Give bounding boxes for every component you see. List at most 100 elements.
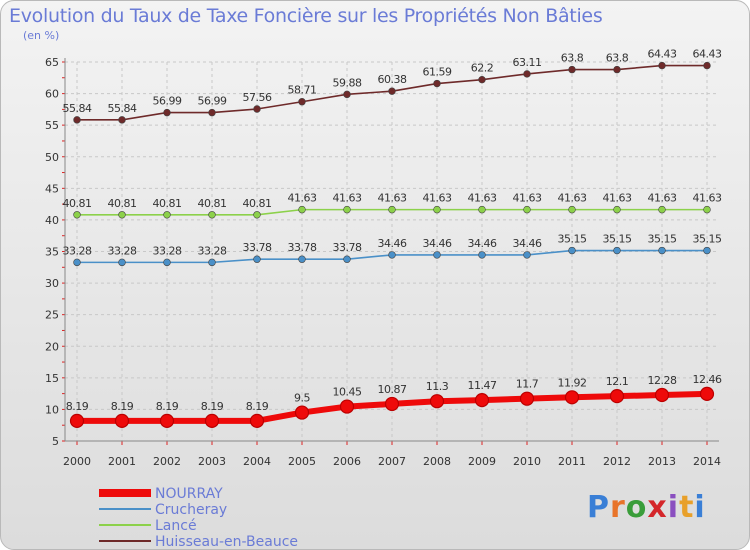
data-label: 33.78 [333,241,362,254]
y-tick-label: 40 [45,214,59,227]
data-label: 35.15 [603,233,632,246]
logo-letter: P [587,490,610,525]
data-point [208,211,216,219]
data-point [658,205,666,214]
data-label: 64.43 [693,48,722,61]
data-point [118,211,126,219]
data-point [73,258,81,267]
data-point [339,399,355,414]
data-label: 10.87 [378,383,407,396]
data-label: 8.19 [156,400,179,413]
data-label: 9.5 [294,392,310,405]
data-point [523,70,531,78]
data-label: 55.84 [108,102,137,115]
data-point [478,251,486,259]
data-label: 41.63 [648,192,677,205]
data-label: 33.78 [243,241,272,254]
data-point [298,255,306,263]
data-point [163,211,171,219]
data-point [568,205,576,214]
data-point [703,246,711,255]
data-point [568,246,576,255]
data-point [703,61,711,70]
data-point [429,394,445,409]
data-label: 63.11 [513,56,542,69]
x-tick-label: 2011 [558,455,586,468]
data-label: 41.63 [378,192,407,205]
data-label: 11.3 [426,380,449,393]
x-tick-label: 2000 [63,455,91,468]
y-tick-label: 35 [45,246,59,259]
data-point [658,61,666,70]
data-label: 41.63 [513,192,542,205]
data-point [163,108,171,117]
data-point [208,258,216,267]
data-point [208,108,216,117]
data-label: 41.63 [603,192,632,205]
legend-label: Lancé [155,518,197,534]
data-point [298,205,306,214]
data-point [253,255,261,263]
x-tick-label: 2010 [513,455,541,468]
data-point [118,116,126,124]
data-label: 10.45 [333,386,362,399]
data-point [204,413,220,428]
data-label: 41.63 [558,192,587,205]
data-point [703,205,711,214]
x-tick-label: 2002 [153,455,181,468]
legend-label: NOURRAY [155,486,223,502]
data-label: 40.81 [108,197,137,210]
x-tick-label: 2008 [423,455,451,468]
data-label: 11.47 [468,379,497,392]
data-label: 12.28 [648,374,677,387]
data-label: 59.88 [333,76,362,89]
data-point [433,205,441,214]
data-label: 60.38 [378,73,407,86]
y-tick-label: 55 [45,119,59,132]
chart-subtitle: (en %) [23,29,60,42]
data-label: 34.46 [513,237,542,250]
chart-title: Evolution du Taux de Taxe Foncière sur l… [9,5,603,27]
data-label: 33.78 [288,241,317,254]
data-label: 35.15 [693,233,722,246]
data-point [478,75,486,84]
x-tick-label: 2006 [333,455,361,468]
data-label: 35.15 [558,233,587,246]
data-point [343,90,351,99]
data-label: 61.59 [423,66,452,79]
logo-letter: i [667,490,680,525]
data-label: 63.8 [561,52,584,65]
data-point [433,251,441,259]
data-point [699,386,715,401]
data-label: 8.19 [246,400,269,413]
data-label: 34.46 [378,237,407,250]
data-label: 57.56 [243,91,272,104]
data-label: 55.84 [63,102,92,115]
data-label: 40.81 [243,197,272,210]
x-tick-label: 2003 [198,455,226,468]
x-tick-label: 2012 [603,455,631,468]
data-point [658,246,666,255]
data-label: 58.71 [288,84,317,97]
y-tick-label: 65 [45,56,59,69]
data-point [613,65,621,74]
legend-label: Huisseau-en-Beauce [155,534,298,549]
logo-letter: x [647,490,668,525]
data-point [519,391,535,406]
data-point [564,390,580,405]
logo-letter: o [625,490,648,525]
data-label: 40.81 [198,197,227,210]
data-label: 11.7 [516,378,539,391]
data-label: 41.63 [423,192,452,205]
data-point [343,255,351,263]
data-label: 33.28 [108,244,137,257]
data-point [478,205,486,214]
data-label: 41.63 [468,192,497,205]
y-tick-label: 20 [45,340,59,353]
y-tick-label: 15 [45,372,59,385]
data-label: 41.63 [693,192,722,205]
y-tick-label: 10 [45,403,59,416]
data-point [298,98,306,106]
x-tick-label: 2001 [108,455,136,468]
